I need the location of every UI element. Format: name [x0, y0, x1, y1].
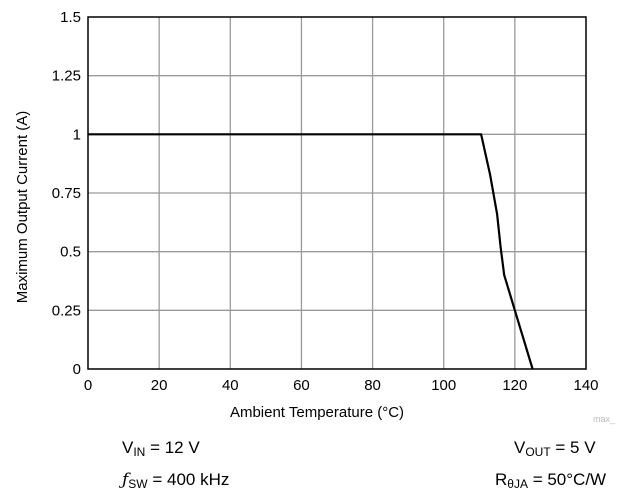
y-axis-label: Maximum Output Current (A)	[14, 111, 31, 304]
grid	[88, 17, 586, 369]
y-tick-label: 0	[73, 361, 81, 378]
x-tick-label: 80	[364, 377, 381, 394]
x-axis-label: Ambient Temperature (°C)	[230, 404, 404, 421]
x-tick-label: 120	[502, 377, 527, 394]
condition-vin: VIN = 12 V	[122, 438, 200, 458]
condition-vin-subscript: IN	[133, 445, 146, 459]
condition-fsw-value: = 400 kHz	[147, 470, 230, 489]
tick-labels: 0 20 40 60 80 100 120 140 0 0.25 0.5 0.75 1 1.25 1.5	[52, 9, 599, 394]
condition-vout-value: = 5 V	[550, 438, 596, 457]
condition-fsw: ƒSW = 400 kHz	[122, 470, 229, 490]
x-tick-label: 20	[151, 377, 168, 394]
x-tick-label: 100	[431, 377, 456, 394]
x-tick-label: 0	[84, 377, 92, 394]
condition-vin-symbol: V	[122, 438, 134, 457]
y-tick-label: 0.25	[52, 302, 81, 319]
condition-vout-subscript: OUT	[525, 445, 551, 459]
x-tick-label: 60	[293, 377, 310, 394]
series-line	[88, 133, 534, 370]
series	[88, 133, 534, 370]
condition-rth-value: = 50°C/W	[527, 470, 607, 489]
x-tick-label: 40	[222, 377, 239, 394]
x-tick-label: 140	[573, 377, 598, 394]
watermark-text: max_	[593, 414, 616, 424]
plot-frame	[87, 16, 587, 370]
y-tick-label: 1	[73, 126, 81, 143]
condition-vout: VOUT = 5 V	[514, 438, 596, 458]
y-tick-label: 0.5	[60, 244, 81, 261]
condition-vout-symbol: V	[514, 438, 526, 457]
condition-fsw-symbol: ƒ	[122, 470, 129, 490]
y-tick-label: 1.5	[60, 9, 81, 26]
y-tick-label: 1.25	[52, 68, 81, 85]
condition-vin-value: = 12 V	[145, 438, 200, 457]
condition-rth-subscript: θJA	[507, 477, 528, 491]
condition-fsw-subscript: SW	[128, 477, 148, 491]
condition-rth-symbol: R	[495, 470, 508, 489]
y-tick-label: 0.75	[52, 185, 81, 202]
condition-thermal-resistance: RθJA = 50°C/W	[495, 470, 606, 490]
